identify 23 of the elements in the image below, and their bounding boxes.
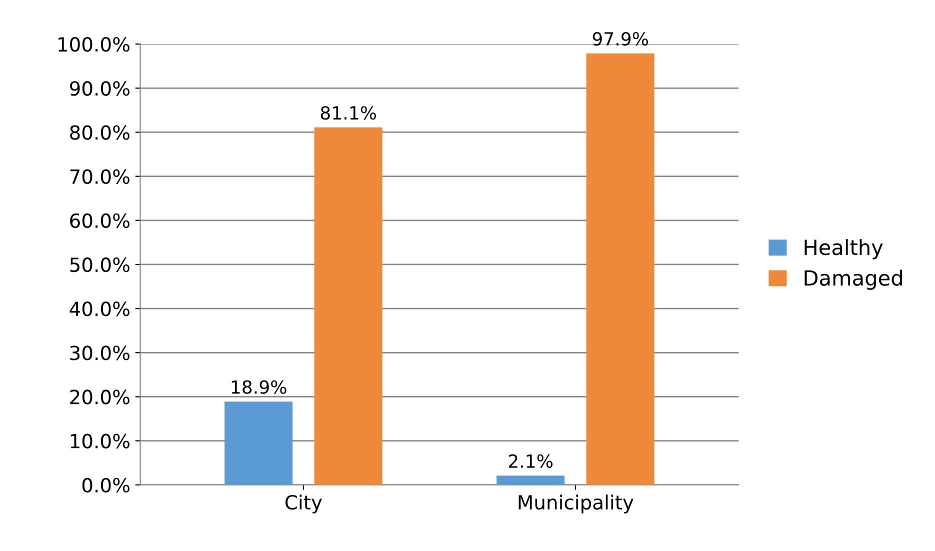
data-label: 81.1%	[320, 106, 376, 120]
bar	[314, 127, 382, 485]
x-tick-label: Municipality	[518, 494, 634, 514]
y-tick-label: 40.0%	[70, 302, 130, 316]
data-label: 18.9%	[232, 380, 286, 394]
y-tick-label: 50.0%	[70, 257, 130, 272]
y-tick-label: 0.0%	[82, 478, 130, 493]
y-tick-label: 10.0%	[70, 434, 130, 448]
bar	[586, 53, 654, 485]
y-tick-label: 80.0%	[70, 125, 130, 140]
y-tick-label: 90.0%	[70, 81, 130, 96]
y-tick-label: 60.0%	[70, 213, 130, 228]
data-label: 97.9%	[592, 32, 648, 46]
legend-label: Damaged	[804, 270, 902, 290]
y-tick-label: 30.0%	[70, 346, 130, 360]
bar	[496, 476, 565, 485]
y-tick-label: 100.0%	[58, 37, 130, 52]
bar	[224, 402, 293, 485]
legend-label: Healthy	[804, 239, 883, 260]
y-tick-label: 70.0%	[70, 169, 130, 184]
data-label: 2.1%	[508, 454, 553, 468]
y-tick-label: 20.0%	[70, 390, 130, 404]
x-tick-label: City	[285, 494, 322, 514]
